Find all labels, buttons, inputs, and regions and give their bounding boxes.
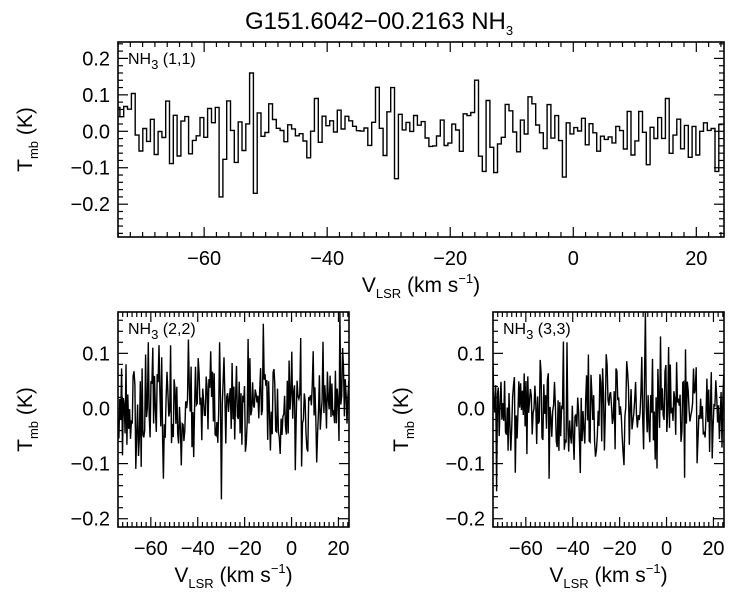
y-tick-label: 0.1 (82, 343, 110, 365)
y-tick-label: −0.1 (71, 454, 110, 476)
panel-nh3-33: −60 −40 −20 0 20 −0.2 −0.1 0.0 0.1 NH3 (3,3) VLSR … (390, 311, 725, 591)
x-tick-label: −40 (556, 538, 590, 560)
spectrum-trace (493, 312, 724, 492)
x-tick-label: 0 (568, 248, 579, 270)
y-tick-label: 0.1 (457, 343, 485, 365)
y-tick-label: 0.0 (457, 398, 485, 420)
x-tick-label: −60 (187, 248, 221, 270)
figure-title-sub: 3 (506, 23, 513, 38)
transition-label: NH3 (1,1) (128, 51, 196, 72)
x-tick-label: 0 (661, 538, 672, 560)
x-tick-label: −40 (310, 248, 344, 270)
figure-title-main: G151.6042−00.2163 NH (245, 8, 506, 35)
transition-label: NH3 (2,2) (128, 321, 196, 342)
spectrum-trace (118, 312, 349, 500)
x-tick-label: −20 (228, 538, 262, 560)
transition-label: NH3 (3,3) (503, 321, 571, 342)
y-tick-label: −0.2 (71, 194, 110, 216)
plot-frame (117, 41, 725, 238)
spectrum-trace (118, 72, 723, 198)
x-axis-label: VLSR (km s−1) (549, 561, 667, 591)
y-tick-label: −0.2 (446, 509, 485, 531)
x-tick-label: −20 (603, 538, 637, 560)
x-axis-label: VLSR (km s−1) (362, 271, 480, 301)
y-axis-label: Tmb (K) (14, 107, 41, 172)
x-tick-label: 20 (702, 538, 724, 560)
y-axis-label: Tmb (K) (14, 387, 41, 452)
y-tick-label: −0.1 (71, 158, 110, 180)
x-axis-label: VLSR (km s−1) (174, 561, 292, 591)
x-tick-label: −20 (433, 248, 467, 270)
panel-nh3-11: −60 −40 −20 0 20 −0.2 −0.1 0.0 0.1 0.2 NH3 (1,1) VL… (14, 41, 725, 301)
y-tick-label: 0.1 (82, 85, 110, 107)
x-tick-label: −60 (134, 538, 168, 560)
y-tick-label: −0.2 (71, 509, 110, 531)
y-tick-label: −0.1 (446, 454, 485, 476)
x-tick-label: −60 (509, 538, 543, 560)
x-tick-label: 20 (685, 248, 707, 270)
y-axis-label: Tmb (K) (390, 387, 417, 452)
y-tick-label: 0.2 (82, 48, 110, 70)
y-tick-label: 0.0 (82, 398, 110, 420)
x-tick-label: 20 (327, 538, 349, 560)
x-tick-label: −40 (181, 538, 215, 560)
panel-nh3-22: −60 −40 −20 0 20 −0.2 −0.1 0.0 0.1 NH3 (2,2) VLSR … (14, 311, 350, 591)
plot-frame (117, 311, 350, 528)
y-tick-label: 0.0 (82, 121, 110, 143)
x-tick-label: 0 (286, 538, 297, 560)
figure-title: G151.6042−00.2163 NH3 (245, 8, 513, 38)
